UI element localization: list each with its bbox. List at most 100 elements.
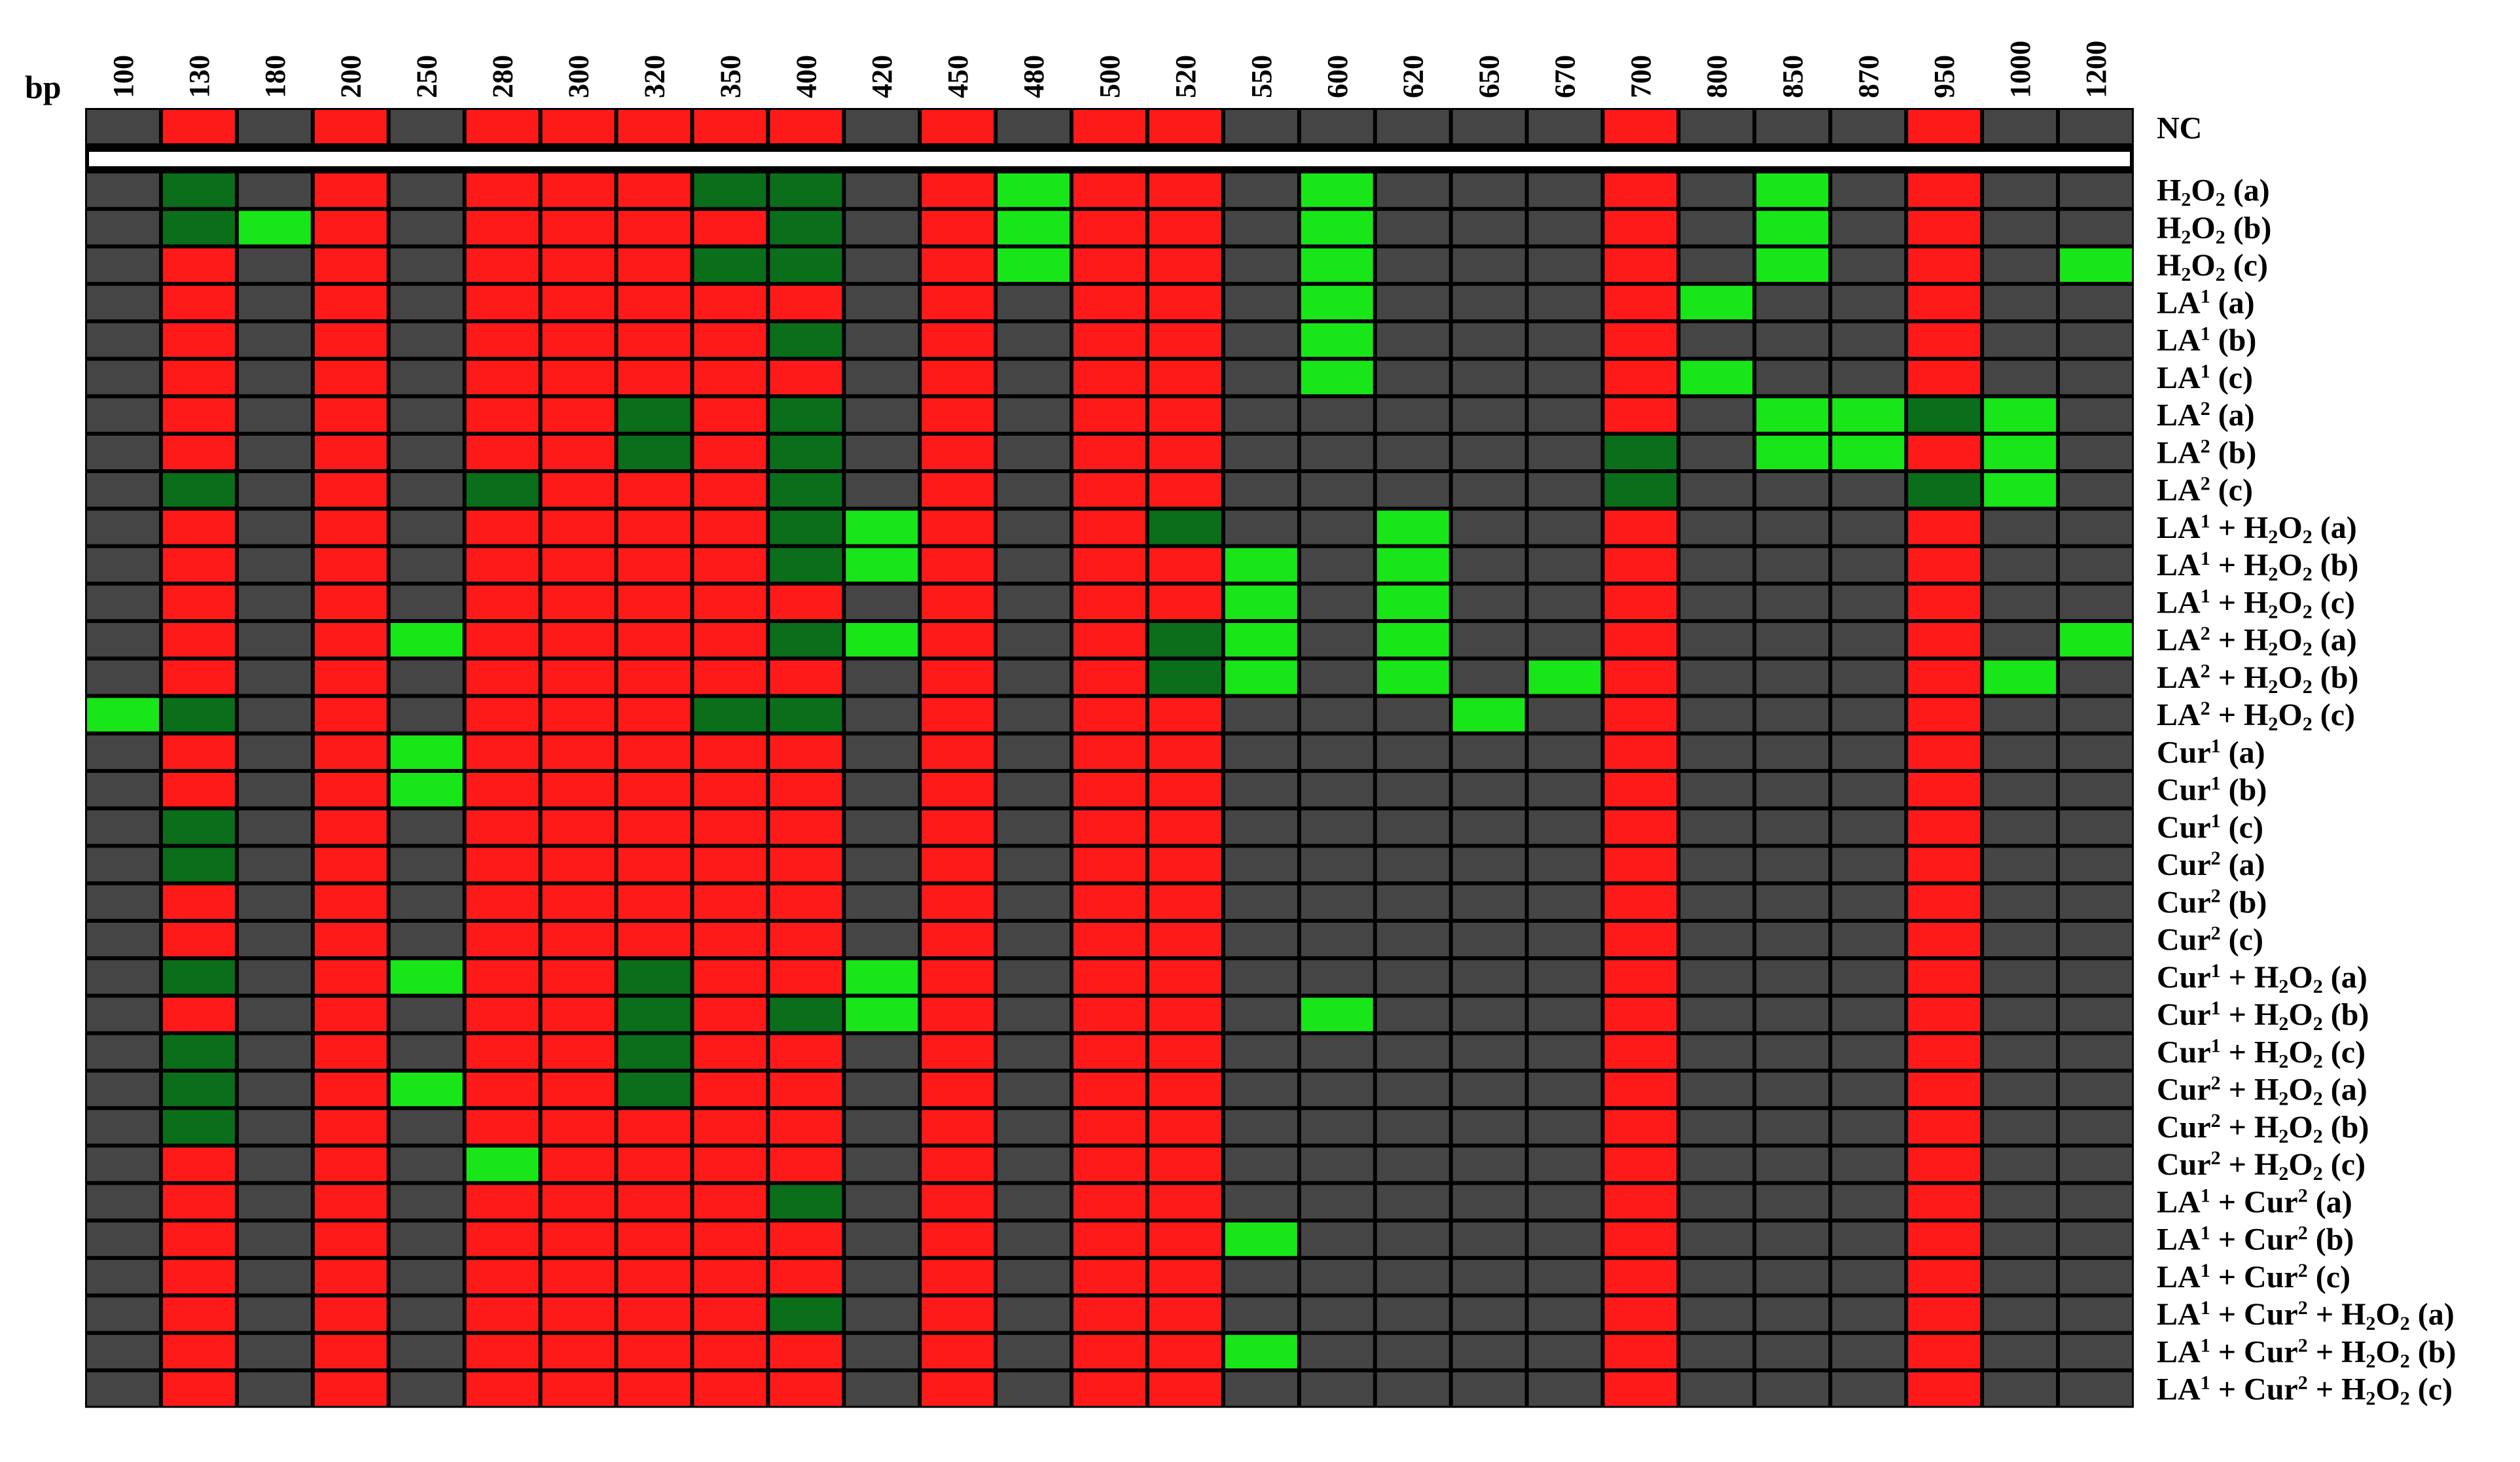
heatmap-cell	[694, 773, 766, 807]
heatmap-cell	[87, 1297, 159, 1331]
heatmap-cell	[238, 211, 311, 245]
heatmap-cell	[2060, 960, 2132, 994]
heatmap-cell	[1832, 660, 1905, 694]
heatmap-cell	[1301, 473, 1373, 507]
heatmap-cell	[694, 1222, 766, 1257]
heatmap-cell	[1756, 1147, 1829, 1181]
heatmap-cell	[1604, 548, 1677, 582]
heatmap-cell	[1832, 1372, 1905, 1406]
heatmap-cell	[618, 398, 691, 432]
heatmap-cell	[1604, 1297, 1677, 1331]
heatmap-cell	[1149, 110, 1221, 143]
heatmap-cell	[1149, 548, 1221, 582]
heatmap-cell	[1984, 248, 2057, 282]
heatmap-cell	[1301, 923, 1373, 957]
heatmap-cell	[618, 510, 691, 544]
heatmap-cell	[1984, 1297, 2057, 1331]
heatmap-cell	[694, 1147, 766, 1181]
heatmap-cell	[618, 548, 691, 582]
column-label: 870	[1852, 55, 1884, 98]
heatmap-cell	[162, 997, 235, 1031]
heatmap-cell	[1528, 1297, 1601, 1331]
heatmap-cell	[1756, 361, 1829, 395]
heatmap-cell	[1073, 248, 1145, 282]
heatmap-cell	[1756, 211, 1829, 245]
heatmap-cell	[466, 585, 539, 619]
heatmap-cell	[2060, 211, 2132, 245]
heatmap-cell	[314, 1372, 387, 1406]
row-label: Cur2 + H2O2 (c)	[2157, 1147, 2366, 1185]
heatmap-cell	[1528, 510, 1601, 544]
heatmap-cell	[998, 997, 1070, 1031]
heatmap-cell	[618, 960, 691, 994]
heatmap-cell	[1832, 548, 1905, 582]
heatmap-cell	[1908, 173, 1981, 207]
heatmap-cell	[618, 323, 691, 357]
heatmap-cell	[162, 698, 235, 732]
heatmap-cell	[1832, 1035, 1905, 1069]
heatmap-cell	[1452, 1334, 1525, 1368]
heatmap-cell	[1984, 1185, 2057, 1219]
heatmap-cell	[1377, 398, 1449, 432]
heatmap-cell	[846, 1110, 918, 1144]
heatmap-cell	[1377, 1035, 1449, 1069]
heatmap-cell	[1908, 361, 1981, 395]
heatmap-cell	[1604, 773, 1677, 807]
heatmap-cell	[238, 1260, 311, 1294]
heatmap-cell	[1984, 211, 2057, 245]
column-label: 1000	[2004, 41, 2036, 98]
heatmap-cell	[1680, 323, 1753, 357]
heatmap-cell	[2060, 1372, 2132, 1406]
heatmap-cell	[846, 473, 918, 507]
heatmap-cell	[998, 960, 1070, 994]
heatmap-cell	[770, 1073, 842, 1107]
heatmap-cell	[1680, 361, 1753, 395]
heatmap-cell	[694, 361, 766, 395]
heatmap-cell	[922, 1260, 994, 1294]
heatmap-cell	[922, 1297, 994, 1331]
heatmap-cell	[542, 623, 615, 657]
heatmap-cell	[1377, 435, 1449, 469]
heatmap-cell	[1452, 248, 1525, 282]
heatmap-cell	[1528, 1372, 1601, 1406]
heatmap-cell	[390, 623, 463, 657]
heatmap-cell	[542, 548, 615, 582]
heatmap-cell	[1301, 548, 1373, 582]
heatmap-cell	[87, 623, 159, 657]
heatmap-cell	[1073, 1110, 1145, 1144]
heatmap-cell	[87, 211, 159, 245]
heatmap-cell	[1528, 847, 1601, 882]
heatmap-cell	[1377, 361, 1449, 395]
heatmap-cell	[1680, 473, 1753, 507]
heatmap-cell	[1452, 1297, 1525, 1331]
heatmap-cell	[466, 1110, 539, 1144]
heatmap-cell	[162, 1147, 235, 1181]
heatmap-cell	[314, 548, 387, 582]
heatmap-cell	[238, 1147, 311, 1181]
heatmap-cell	[238, 1334, 311, 1368]
heatmap-cell	[466, 1222, 539, 1257]
heatmap-cell	[1225, 285, 1297, 319]
heatmap-cell	[1377, 847, 1449, 882]
heatmap-cell	[1073, 211, 1145, 245]
heatmap-cell	[1832, 735, 1905, 769]
row-label: LA2 (b)	[2157, 435, 2256, 470]
heatmap-cell	[542, 248, 615, 282]
heatmap-cell	[390, 698, 463, 732]
heatmap-cell	[1832, 285, 1905, 319]
heatmap-cell	[1301, 1372, 1373, 1406]
heatmap-cell	[922, 435, 994, 469]
heatmap-cell	[1832, 323, 1905, 357]
heatmap-cell	[1984, 623, 2057, 657]
heatmap-cell	[466, 248, 539, 282]
heatmap-cell	[922, 623, 994, 657]
heatmap-cell	[1377, 660, 1449, 694]
heatmap-cell	[162, 923, 235, 957]
heatmap-cell	[542, 1334, 615, 1368]
heatmap-cell	[87, 110, 159, 143]
heatmap-cell	[162, 510, 235, 544]
heatmap-cell	[1680, 997, 1753, 1031]
heatmap-cell	[618, 361, 691, 395]
heatmap-cell	[770, 735, 842, 769]
heatmap-cell	[1680, 923, 1753, 957]
